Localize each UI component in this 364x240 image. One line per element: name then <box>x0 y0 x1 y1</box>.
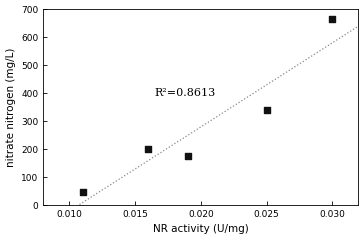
Point <box>145 147 151 151</box>
Y-axis label: nitrate nitrogen (mg/L): nitrate nitrogen (mg/L) <box>5 47 16 167</box>
Point <box>329 17 335 21</box>
Point <box>80 191 86 194</box>
Text: R²=0.8613: R²=0.8613 <box>155 88 216 98</box>
Point <box>185 154 191 158</box>
X-axis label: NR activity (U/mg): NR activity (U/mg) <box>153 224 249 234</box>
Point <box>264 108 269 112</box>
